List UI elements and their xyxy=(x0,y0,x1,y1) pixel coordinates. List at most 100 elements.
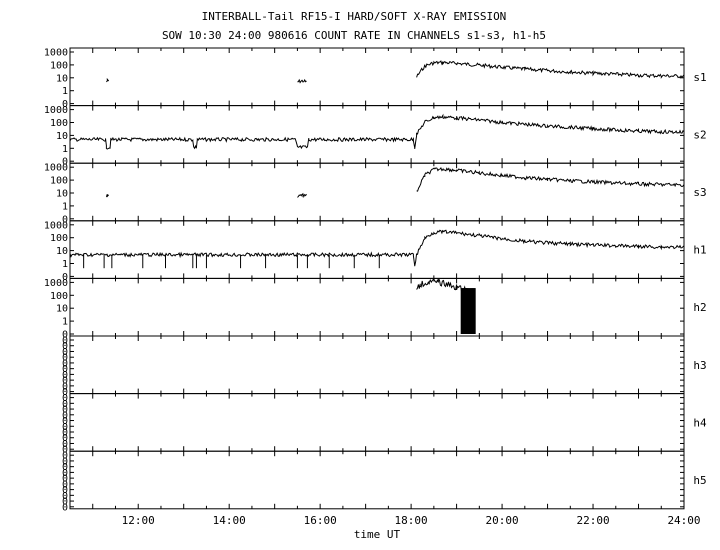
channel-label-h5: h5 xyxy=(693,474,706,487)
panel-frame-s3 xyxy=(69,162,685,222)
series-trace-s2 xyxy=(69,113,685,150)
y-tick-label: 0 xyxy=(62,353,68,364)
y-tick-label: 0 xyxy=(62,456,68,467)
y-tick-label: 0 xyxy=(62,410,68,421)
channel-label-s2: s2 xyxy=(693,128,706,141)
y-tick-label: 1 xyxy=(62,259,68,270)
chart-subtitle: SOW 10:30 24:00 980616 COUNT RATE IN CHA… xyxy=(162,29,546,42)
channel-label-h2: h2 xyxy=(693,301,706,314)
y-tick-label: 0 xyxy=(62,358,68,369)
y-tick-label: 0 xyxy=(62,157,68,168)
y-tick-label: 100 xyxy=(50,233,68,244)
x-tick-label: 18:00 xyxy=(395,514,428,527)
y-tick-label: 0 xyxy=(62,376,68,387)
y-tick-label: 0 xyxy=(62,341,68,352)
y-tick-label: 0 xyxy=(62,347,68,358)
x-tick-label: 24:00 xyxy=(667,514,700,527)
x-tick-label: 12:00 xyxy=(122,514,155,527)
y-tick-label: 0 xyxy=(62,479,68,490)
x-tick-label: 22:00 xyxy=(576,514,609,527)
y-tick-label: 10 xyxy=(56,131,68,142)
y-tick-label: 0 xyxy=(62,214,68,225)
y-tick-label: 10 xyxy=(56,304,68,315)
x-axis-label: time UT xyxy=(354,528,401,541)
y-tick-label: 0 xyxy=(62,272,68,283)
y-tick-label: 1000 xyxy=(44,278,68,289)
panel-frame-s1 xyxy=(69,47,685,107)
y-tick-label: 1000 xyxy=(44,163,68,174)
y-tick-label: 10 xyxy=(56,246,68,257)
y-tick-label: 0 xyxy=(62,485,68,496)
channel-label-h1: h1 xyxy=(693,244,706,257)
series-trace-s1 xyxy=(297,78,307,84)
y-tick-label: 0 xyxy=(62,468,68,479)
y-tick-label: 0 xyxy=(62,445,68,456)
y-tick-label: 0 xyxy=(62,381,68,392)
series-trace-s1 xyxy=(416,60,685,79)
y-tick-label: 0 xyxy=(62,387,68,398)
y-tick-label: 0 xyxy=(62,433,68,444)
y-tick-label: 100 xyxy=(50,118,68,129)
y-tick-label: 0 xyxy=(62,416,68,427)
channel-label-s3: s3 xyxy=(693,186,706,199)
y-tick-label: 0 xyxy=(62,502,68,513)
series-trace-h1 xyxy=(69,229,685,267)
y-tick-label: 0 xyxy=(62,439,68,450)
panel-frame-h2 xyxy=(69,277,685,337)
y-tick-label: 100 xyxy=(50,176,68,187)
y-tick-label: 0 xyxy=(62,399,68,410)
y-tick-label: 0 xyxy=(62,393,68,404)
y-tick-label: 10 xyxy=(56,73,68,84)
channel-panels: s110001001010s210001001010s310001001010h… xyxy=(44,47,707,513)
y-tick-label: 0 xyxy=(62,428,68,439)
y-tick-label: 100 xyxy=(50,291,68,302)
time-axis: 12:00 14:00 16:00 18:00 20:00 22:00 24:00 xyxy=(122,514,701,527)
x-tick-label: 16:00 xyxy=(304,514,337,527)
y-tick-label: 0 xyxy=(62,330,68,341)
y-tick-label: 1000 xyxy=(44,105,68,116)
x-tick-label: 14:00 xyxy=(213,514,246,527)
panel-frame-h5 xyxy=(69,450,685,510)
y-tick-label: 0 xyxy=(62,462,68,473)
y-tick-label: 0 xyxy=(62,336,68,347)
series-trace-s3 xyxy=(105,193,110,198)
y-tick-label: 10 xyxy=(56,189,68,200)
y-tick-label: 100 xyxy=(50,60,68,71)
y-tick-label: 0 xyxy=(62,497,68,508)
y-tick-label: 0 xyxy=(62,370,68,381)
y-tick-label: 0 xyxy=(62,99,68,110)
y-tick-label: 0 xyxy=(62,491,68,502)
y-tick-label: 0 xyxy=(62,405,68,416)
y-tick-label: 0 xyxy=(62,422,68,433)
y-tick-label: 1 xyxy=(62,144,68,155)
panel-frame-h4 xyxy=(69,393,685,452)
channel-label-h4: h4 xyxy=(693,416,707,429)
series-trace-s1 xyxy=(106,77,110,83)
y-tick-label: 0 xyxy=(62,474,68,485)
channel-label-s1: s1 xyxy=(693,71,706,84)
y-tick-label: 0 xyxy=(62,451,68,462)
y-tick-label: 1000 xyxy=(44,220,68,231)
series-trace-s3 xyxy=(297,192,307,198)
series-trace-s3 xyxy=(416,167,685,192)
panel-frame-h1 xyxy=(69,220,685,279)
panel-frame-s2 xyxy=(69,105,685,164)
y-tick-label: 1 xyxy=(62,86,68,97)
panel-frame-h3 xyxy=(69,335,685,395)
y-tick-label: 0 xyxy=(62,364,68,375)
y-tick-label: 1 xyxy=(62,317,68,328)
x-tick-label: 20:00 xyxy=(486,514,519,527)
y-tick-label: 1 xyxy=(62,201,68,212)
chart-title: INTERBALL-Tail RF15-I HARD/SOFT X-RAY EM… xyxy=(202,10,507,23)
channel-label-h3: h3 xyxy=(693,359,706,372)
y-tick-label: 1000 xyxy=(44,48,68,59)
